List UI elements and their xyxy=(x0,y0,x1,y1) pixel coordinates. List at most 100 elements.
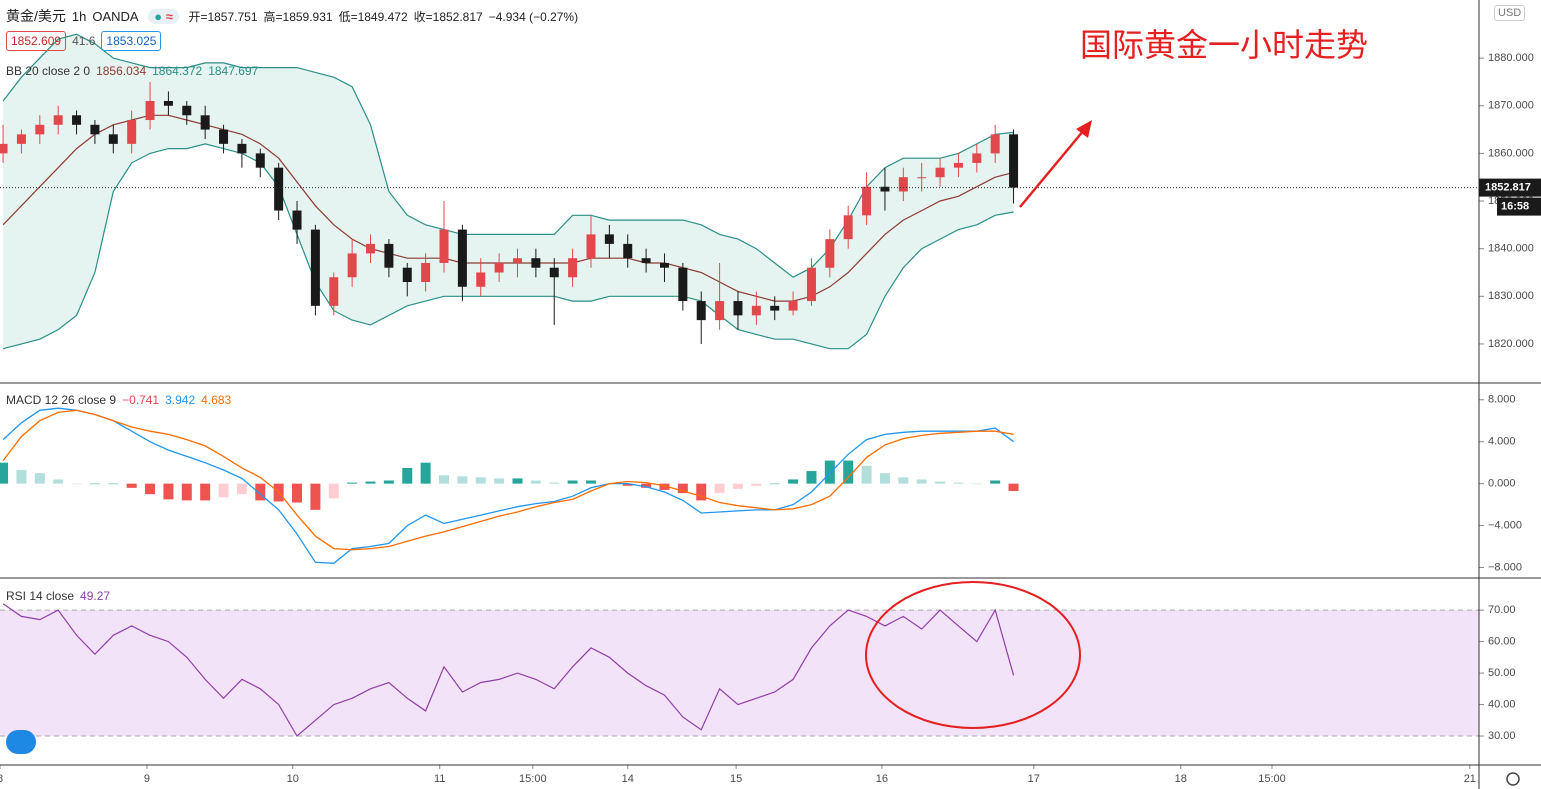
indicator-value: 3.942 xyxy=(165,393,196,407)
candle-body xyxy=(990,134,1000,154)
macd-histogram-bar xyxy=(181,483,192,501)
candle-body xyxy=(843,215,853,240)
indicator-name: MACD 12 26 close 9 xyxy=(6,393,117,407)
candle-body xyxy=(733,301,743,316)
y-tick-label: 40.00 xyxy=(1488,698,1516,710)
candle-body xyxy=(972,153,982,163)
candle-body xyxy=(292,210,302,230)
candle-body xyxy=(310,229,320,306)
candle-body xyxy=(641,258,651,263)
macd-histogram-bar xyxy=(990,480,1001,484)
currency[interactable]: USD xyxy=(1494,5,1526,21)
bb-line xyxy=(2,143,1014,350)
y-tick-label: 1870.000 xyxy=(1488,100,1534,112)
candle-body xyxy=(163,100,173,106)
candle-body xyxy=(255,153,265,168)
candle-body xyxy=(145,100,155,121)
macd-histogram-bar xyxy=(512,478,523,484)
countdown-box xyxy=(1497,197,1541,216)
macd-histogram-bar xyxy=(659,483,670,490)
candle-body xyxy=(770,305,780,311)
candle-body xyxy=(0,143,8,154)
x-tick-label: 15 xyxy=(730,773,742,785)
candle-body xyxy=(127,120,137,144)
y-tick-label: 0.000 xyxy=(1488,478,1516,490)
symbol[interactable]: 黄金/美元 xyxy=(6,8,66,24)
indicator-value: 1847.697 xyxy=(208,64,259,78)
bb-fill xyxy=(3,34,1014,349)
candle-body xyxy=(457,229,467,287)
y-tick-label: 4.000 xyxy=(1488,436,1516,448)
candle-body xyxy=(751,305,761,316)
candle-body xyxy=(402,267,412,283)
candle-body xyxy=(366,243,376,254)
spread: 41.6 xyxy=(72,34,96,48)
macd-histogram-bar xyxy=(696,483,707,501)
last-price-label: 1852.817 xyxy=(1485,182,1531,194)
macd-histogram-bar xyxy=(916,479,927,484)
macd-histogram-bar xyxy=(714,483,725,494)
macd-line xyxy=(2,407,1014,564)
candle-body xyxy=(90,124,100,135)
y-tick-label: 1840.000 xyxy=(1488,243,1534,255)
candle-body xyxy=(531,258,541,268)
candle-body xyxy=(347,253,357,278)
candle-body xyxy=(53,115,63,125)
candle-body xyxy=(549,267,559,278)
ohlc-change: −4.934 (−0.27%) xyxy=(488,10,579,24)
y-tick-label: 60.00 xyxy=(1488,635,1516,647)
candle-body xyxy=(825,239,835,268)
indicator-value: 1856.034 xyxy=(96,64,147,78)
macd-histogram-bar xyxy=(383,480,394,484)
macd-histogram-bar xyxy=(879,473,890,484)
macd-histogram-bar xyxy=(71,483,82,485)
candle-body xyxy=(1009,134,1019,188)
candle-body xyxy=(935,167,945,178)
macd-histogram-bar xyxy=(365,481,376,484)
rsi-line xyxy=(2,603,1015,737)
macd-histogram-bar xyxy=(861,465,872,484)
y-tick-label: 30.00 xyxy=(1488,730,1516,742)
macd-histogram-bar xyxy=(347,482,358,484)
macd-histogram-bar xyxy=(567,480,578,484)
candle-body xyxy=(421,262,431,283)
x-tick-label: 14 xyxy=(622,773,634,785)
macd-histogram-bar xyxy=(236,483,247,495)
candle-body xyxy=(715,301,725,321)
macd-legend: MACD 12 26 close 9 −0.741 3.942 4.683 xyxy=(6,393,237,407)
macd-histogram-bar xyxy=(622,483,633,486)
bb-legend: BB 20 close 2 0 1856.034 1864.372 1847.697 xyxy=(6,64,264,78)
x-tick-label: 8 xyxy=(0,773,3,785)
header: 黄金/美元 1h OANDA ● ≈ 开=1857.751 高=1859.931 低=1… xyxy=(6,6,584,26)
source: OANDA xyxy=(92,9,139,24)
indicator-value: 49.27 xyxy=(80,589,111,603)
macd-histogram-bar xyxy=(824,460,835,484)
interval[interactable]: 1h xyxy=(71,9,87,24)
logo xyxy=(6,730,36,754)
macd-histogram-bar xyxy=(163,483,174,500)
macd-histogram-bar xyxy=(1008,483,1019,491)
candle-body xyxy=(72,115,82,125)
buy-price[interactable]: 1853.025 xyxy=(101,31,162,51)
macd-histogram-bar xyxy=(935,481,946,484)
macd-histogram-bar xyxy=(769,483,780,485)
indicator-value: 1864.372 xyxy=(152,64,203,78)
settings-icon xyxy=(1506,772,1520,786)
last-price-box xyxy=(1479,178,1541,197)
candle-body xyxy=(696,301,706,321)
macd-histogram-bar xyxy=(34,473,45,484)
macd-histogram-bar xyxy=(16,470,27,484)
macd-histogram-bar xyxy=(530,480,541,484)
macd-histogram-bar xyxy=(402,467,413,484)
indicator-value: −0.741 xyxy=(122,393,160,407)
x-tick-label: 10 xyxy=(287,773,299,785)
macd-histogram-bar xyxy=(328,483,339,499)
candle-body xyxy=(108,134,118,144)
annotation: 国际黄金一小时走势 xyxy=(1080,27,1369,63)
macd-histogram-bar xyxy=(806,471,817,484)
y-tick-label: 1820.000 xyxy=(1488,338,1534,350)
indicator-value: 4.683 xyxy=(201,393,232,407)
macd-line xyxy=(2,409,1014,551)
sell-price[interactable]: 1852.609 xyxy=(6,31,67,51)
